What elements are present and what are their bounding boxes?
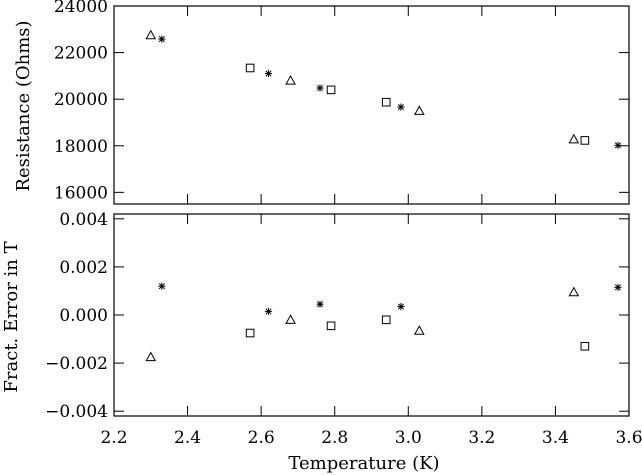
square-marker [326,321,336,331]
y-tick-label: 0.004 [59,210,108,230]
y-tick-label: −0.002 [45,354,108,374]
asterisk-marker [158,282,166,290]
y-tick-label: 18000 [54,137,108,157]
x-tick-label: 2.2 [100,428,127,448]
square-marker [326,85,336,95]
square-marker [245,328,255,338]
asterisk-marker [397,302,405,311]
triangle-marker [145,29,157,40]
plot-frame [113,5,630,205]
y-tick-label: 24000 [54,0,108,17]
y-tick-label: 22000 [54,44,108,64]
triangle-marker [568,133,580,144]
asterisk-marker [264,307,273,315]
x-tick-label: 2.8 [321,428,348,448]
square-marker [381,315,391,325]
asterisk-marker [397,103,405,111]
x-tick-label: 3.6 [615,428,642,448]
triangle-marker [285,314,296,324]
triangle-marker [413,105,425,115]
x-tick-label: 3.2 [468,428,495,448]
y-tick-label: 16000 [54,183,108,203]
y-tick-label: 20000 [54,90,108,110]
resistance-panel: 16000 18000 20000 22000 24000 [54,0,630,205]
asterisk-marker [158,35,166,43]
temperature-axis-label: Temperature (K) [288,453,439,474]
triangle-marker [413,325,425,335]
fractional-error-axis-label: Fract. Error in T [1,241,22,392]
x-tick-label: 2.6 [248,428,275,448]
asterisk-marker [316,300,324,308]
asterisk-marker [614,141,622,149]
asterisk-marker [614,283,622,291]
square-marker [381,97,391,107]
triangle-marker [145,351,157,362]
asterisk-marker [264,69,273,78]
triangle-marker [568,286,580,297]
y-tick-label: 0.000 [59,306,108,326]
fractional-error-panel: −0.004 −0.002 0.000 0.002 0.004 2.2 2.4 2.6 2.8 3… [45,210,642,448]
y-tick-label: −0.004 [45,402,108,422]
x-tick-label: 2.4 [174,428,201,448]
plot-frame [113,213,630,417]
square-marker [245,63,255,73]
x-tick-label: 3.4 [542,428,569,448]
resistance-axis-label: Resistance (Ohms) [13,20,34,191]
x-tick-label: 3.0 [395,428,422,448]
y-tick-label: 0.002 [59,258,108,278]
square-marker [580,136,590,145]
asterisk-marker [316,84,324,92]
square-marker [580,341,590,351]
triangle-marker [285,75,296,85]
